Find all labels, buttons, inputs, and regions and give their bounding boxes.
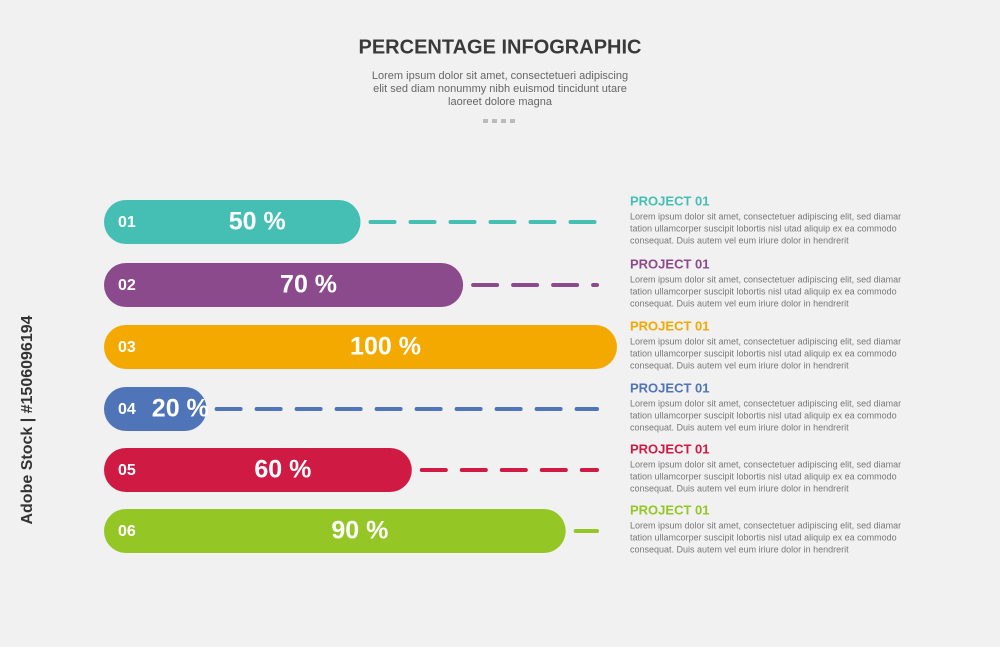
project-description: Lorem ipsum dolor sit amet, consectetuer… — [630, 274, 901, 284]
value-label: 20 % — [152, 395, 209, 423]
project-description: tation ullamcorper suscipit lobortis nis… — [630, 410, 897, 420]
project-description: Lorem ipsum dolor sit amet, consectetuer… — [630, 398, 901, 408]
project-description: consequat. Duis autem vel eum iriure dol… — [630, 483, 849, 493]
project-description: consequat. Duis autem vel eum iriure dol… — [630, 298, 849, 308]
bar-number: 06 — [118, 523, 136, 540]
title: PERCENTAGE INFOGRAPHIC — [359, 36, 642, 58]
bar — [104, 387, 207, 431]
project-description: consequat. Duis autem vel eum iriure dol… — [630, 544, 849, 554]
project-description: Lorem ipsum dolor sit amet, consectetuer… — [630, 211, 901, 221]
project-description: consequat. Duis autem vel eum iriure dol… — [630, 235, 849, 245]
project-description: tation ullamcorper suscipit lobortis nis… — [630, 223, 897, 233]
project-title: PROJECT 01 — [630, 441, 709, 456]
bar — [104, 200, 361, 244]
value-label: 100 % — [350, 333, 421, 361]
bar-number: 05 — [118, 462, 136, 479]
project-description: Lorem ipsum dolor sit amet, consectetuer… — [630, 336, 901, 346]
value-label: 70 % — [280, 271, 337, 299]
value-label: 50 % — [229, 208, 286, 236]
divider-dots — [483, 119, 515, 123]
project-description: tation ullamcorper suscipit lobortis nis… — [630, 471, 897, 481]
bar — [104, 448, 412, 492]
value-label: 60 % — [254, 456, 311, 484]
project-title: PROJECT 01 — [630, 256, 709, 271]
bar — [104, 325, 617, 369]
project-description: tation ullamcorper suscipit lobortis nis… — [630, 286, 897, 296]
bar-number: 01 — [118, 214, 136, 231]
bar-number: 04 — [118, 401, 136, 418]
subtitle-line: laoreet dolore magna — [448, 96, 553, 108]
project-description: Lorem ipsum dolor sit amet, consectetuer… — [630, 459, 901, 469]
project-title: PROJECT 01 — [630, 380, 709, 395]
project-description: Lorem ipsum dolor sit amet, consectetuer… — [630, 520, 901, 530]
subtitle-line: elit sed diam nonummy nibh euismod tinci… — [373, 83, 627, 95]
subtitle-line: Lorem ipsum dolor sit amet, consectetuer… — [372, 70, 628, 82]
project-description: tation ullamcorper suscipit lobortis nis… — [630, 348, 897, 358]
project-description: tation ullamcorper suscipit lobortis nis… — [630, 532, 897, 542]
bar — [104, 509, 566, 553]
watermark: Adobe Stock | #1506096194 — [19, 315, 36, 524]
value-label: 90 % — [331, 517, 388, 545]
project-description: consequat. Duis autem vel eum iriure dol… — [630, 422, 849, 432]
project-title: PROJECT 01 — [630, 193, 709, 208]
bar-number: 02 — [118, 277, 136, 294]
project-title: PROJECT 01 — [630, 502, 709, 517]
project-description: consequat. Duis autem vel eum iriure dol… — [630, 360, 849, 370]
bar-number: 03 — [118, 339, 136, 356]
project-title: PROJECT 01 — [630, 318, 709, 333]
bar — [104, 263, 464, 307]
